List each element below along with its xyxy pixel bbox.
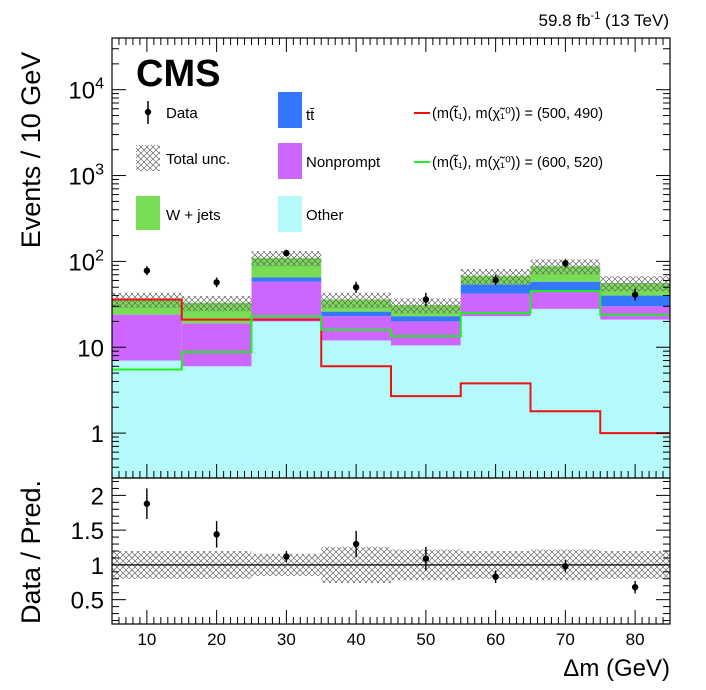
experiment-label: CMS xyxy=(136,53,220,95)
ratio-point-2 xyxy=(283,553,290,560)
stack-bar-nonprompt-0 xyxy=(112,314,182,361)
main-y-axis-label: Events / 10 GeV xyxy=(16,52,46,249)
ratio-y-tick-label-2: 2 xyxy=(91,483,104,510)
svg-text:(m(t̃₁), m(χ̃₁⁰)) = (500, 490): (m(t̃₁), m(χ̃₁⁰)) = (500, 490) xyxy=(432,105,603,122)
x-tick-label-20: 20 xyxy=(207,630,226,649)
y-tick-label-10000: 104 xyxy=(68,76,104,105)
legend-signal-1: (m(t̃₁), m(χ̃₁⁰)) = (500, 490) xyxy=(414,105,603,122)
unc-band-2 xyxy=(251,251,322,267)
x-tick-label-30: 30 xyxy=(277,630,296,649)
ratio-y-axis-label: Data / Pred. xyxy=(16,480,46,624)
ratio-plot: 0.5 1 1.5 2 10 20 30 40 50 60 70 80 Δm (GeV) Data / P… xyxy=(16,477,671,682)
main-plot: 1 10 102 103 104 Events / 10 GeV xyxy=(16,37,671,479)
stack-bar-other-5 xyxy=(460,316,531,478)
stack-bar-tt-2 xyxy=(251,277,322,282)
ratio-point-4 xyxy=(422,555,430,562)
signal-curves xyxy=(112,290,670,435)
legend-other: Other xyxy=(278,196,344,232)
legend-wjets: W + jets xyxy=(136,196,221,230)
y-tick-label-1000: 103 xyxy=(68,162,104,191)
legend-total-unc: Total unc. xyxy=(136,145,230,171)
ratio-point-6 xyxy=(562,563,569,570)
ratio-point-7 xyxy=(631,583,639,591)
ratio-points xyxy=(143,488,639,594)
data-points xyxy=(143,249,639,307)
legend-data: Data xyxy=(144,101,198,124)
legend-nonprompt: Nonprompt xyxy=(278,143,381,179)
x-tick-label-50: 50 xyxy=(416,630,435,649)
data-point-0 xyxy=(143,267,151,274)
x-axis-label: Δm (GeV) xyxy=(563,655,670,682)
ratio-y-tick-label-1: 1 xyxy=(91,553,104,580)
x-tick-label-70: 70 xyxy=(556,630,575,649)
main-axes: 1 10 102 103 104 Events / 10 GeV xyxy=(16,37,671,479)
total-uncertainty-band xyxy=(112,251,670,314)
stack-bar-other-2 xyxy=(251,321,322,478)
stack-bar-tt-6 xyxy=(530,281,601,292)
data-point-7 xyxy=(631,291,639,298)
signal-line-1 xyxy=(112,298,670,435)
legend: Data Total unc. W + jets tt̄ Nonprompt O… xyxy=(136,92,603,232)
svg-text:Other: Other xyxy=(306,207,344,224)
ratio-point-3 xyxy=(352,540,360,548)
stack-bar-nonprompt-6 xyxy=(530,291,601,309)
legend-ttbar: tt̄ xyxy=(278,92,315,128)
unc-band-7 xyxy=(600,276,670,292)
stack-bar-other-4 xyxy=(391,345,461,478)
stack-bar-nonprompt-3 xyxy=(321,316,391,341)
y-tick-label-10: 10 xyxy=(77,335,104,362)
legend-signal-2: (m(t̃₁), m(χ̃₁⁰)) = (600, 520) xyxy=(414,154,603,171)
stack-bar-nonprompt-7 xyxy=(600,306,670,320)
y-tick-label-1: 1 xyxy=(91,421,104,448)
unc-band-1 xyxy=(181,295,252,312)
svg-text:Data: Data xyxy=(166,105,198,122)
data-point-5 xyxy=(492,276,499,284)
ratio-axes: 0.5 1 1.5 2 10 20 30 40 50 60 70 80 Δm (GeV) Data / P… xyxy=(16,477,671,682)
x-tick-label-40: 40 xyxy=(347,630,366,649)
stack-bar-other-6 xyxy=(530,308,601,478)
x-tick-label-10: 10 xyxy=(137,630,156,649)
data-point-2 xyxy=(283,249,290,257)
stack-bar-other-7 xyxy=(600,319,670,478)
ratio-point-1 xyxy=(213,531,220,538)
unc-band-3 xyxy=(321,292,391,308)
stack-bar-other-1 xyxy=(181,366,252,478)
signal-line-2 xyxy=(112,290,670,371)
y-tick-label-100: 102 xyxy=(68,247,104,276)
data-point-3 xyxy=(352,284,360,291)
ratio-point-0 xyxy=(143,500,151,507)
svg-text:(m(t̃₁), m(χ̃₁⁰)) = (600, 520): (m(t̃₁), m(χ̃₁⁰)) = (600, 520) xyxy=(432,154,603,171)
stack-bar-tt-5 xyxy=(460,284,531,294)
stack-bar-nonprompt-2 xyxy=(251,281,322,322)
stack-bar-other-0 xyxy=(112,360,182,478)
x-tick-label-60: 60 xyxy=(486,630,505,649)
x-tick-label-80: 80 xyxy=(626,630,645,649)
data-point-6 xyxy=(562,260,569,267)
stacked-backgrounds xyxy=(112,257,670,478)
ratio-uncertainty-band xyxy=(112,546,670,583)
data-point-1 xyxy=(213,279,220,286)
ratio-y-tick-label-0.5: 0.5 xyxy=(71,588,104,615)
ratio-y-tick-label-1.5: 1.5 xyxy=(71,518,104,545)
stack-bar-nonprompt-1 xyxy=(181,323,252,367)
svg-text:tt̄: tt̄ xyxy=(306,107,315,124)
data-point-4 xyxy=(422,296,430,303)
stack-bar-nonprompt-5 xyxy=(460,293,531,317)
luminosity-label: 59.8 fb-1 (13 TeV) xyxy=(539,10,669,30)
svg-text:Nonprompt: Nonprompt xyxy=(306,154,381,171)
stack-bar-tt-4 xyxy=(391,316,461,322)
stack-bar-nonprompt-4 xyxy=(391,321,461,346)
stack-bar-other-3 xyxy=(321,340,391,478)
svg-text:Total unc.: Total unc. xyxy=(166,151,230,168)
svg-text:W + jets: W + jets xyxy=(166,207,221,224)
stack-bar-tt-7 xyxy=(600,295,670,307)
ratio-point-5 xyxy=(492,573,499,580)
stack-bar-tt-3 xyxy=(321,311,391,317)
